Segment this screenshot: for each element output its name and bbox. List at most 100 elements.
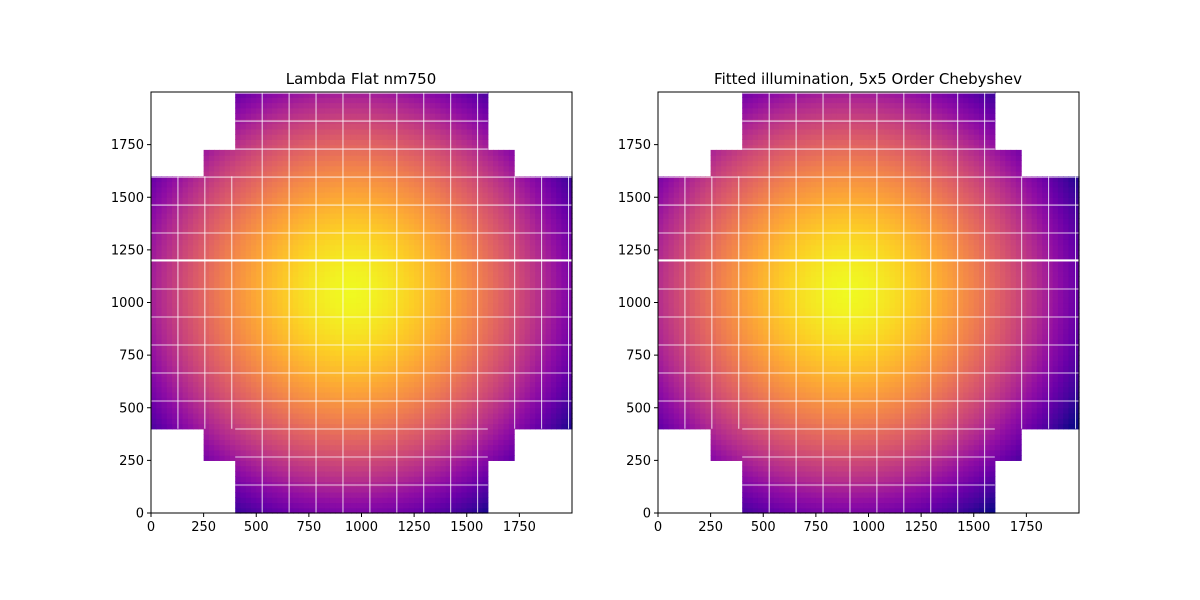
heat-cell	[250, 397, 257, 404]
heat-cell	[487, 213, 494, 219]
heat-cell	[493, 397, 499, 404]
heat-cell	[456, 176, 463, 183]
heat-cell	[245, 439, 252, 446]
heat-cell	[329, 470, 336, 477]
heat-cell	[377, 249, 384, 256]
heat-cell	[435, 460, 442, 467]
heat-cell	[508, 197, 515, 204]
heat-cell	[472, 234, 478, 240]
heat-cell	[408, 302, 415, 309]
heat-cell	[508, 265, 515, 272]
heat-cell	[161, 197, 168, 204]
heat-cell	[203, 186, 210, 193]
heat-cell	[272, 286, 278, 293]
heat-cell	[424, 170, 431, 177]
heat-cell	[361, 207, 368, 214]
heat-cell	[435, 97, 442, 104]
heat-cell	[393, 123, 399, 130]
heat-cell	[493, 391, 499, 398]
heat-cell	[419, 181, 426, 188]
heat-cell	[356, 407, 363, 414]
heat-cell	[329, 155, 336, 162]
heat-cell	[350, 244, 357, 251]
heat-cell	[508, 218, 515, 225]
heat-cell	[308, 397, 315, 404]
heat-cell	[214, 413, 221, 419]
heat-cell	[208, 418, 215, 425]
heat-cell	[224, 339, 231, 346]
heat-cell	[472, 281, 478, 288]
heat-cell	[403, 507, 410, 514]
heat-cell	[319, 418, 326, 425]
heat-cell	[382, 197, 389, 204]
heat-cell	[482, 134, 489, 140]
heat-cell	[424, 355, 431, 361]
heat-cell	[224, 444, 231, 451]
heat-cell	[482, 434, 489, 440]
heat-cell	[372, 455, 378, 461]
heat-cell	[498, 407, 505, 414]
heat-cell	[403, 502, 410, 509]
heat-cell	[308, 449, 315, 456]
heat-cell	[166, 328, 173, 335]
heat-cell	[335, 181, 342, 188]
heat-cell	[329, 423, 336, 430]
heat-cell	[298, 139, 305, 146]
heat-cell	[293, 323, 299, 330]
heat-cell	[361, 107, 368, 114]
heat-cell	[377, 228, 384, 235]
heat-cell	[224, 365, 231, 372]
heat-cell	[177, 339, 184, 346]
heat-cell	[393, 444, 399, 451]
heat-cell	[461, 302, 468, 309]
heat-cell	[287, 423, 294, 430]
heat-cell	[466, 160, 473, 167]
heat-cell	[308, 391, 315, 398]
heat-cell	[187, 234, 194, 240]
heat-cell	[319, 391, 326, 398]
heat-cell	[282, 186, 289, 193]
heat-cell	[172, 386, 178, 393]
heat-cell	[340, 307, 347, 314]
heat-cell	[466, 107, 473, 114]
heat-cell	[319, 439, 326, 446]
heat-cell	[151, 407, 157, 414]
heat-cell	[261, 376, 268, 383]
heat-cell	[429, 139, 436, 146]
heat-cell	[414, 186, 420, 193]
heat-cell	[361, 281, 368, 288]
heat-cell	[282, 465, 289, 472]
heat-cell	[440, 134, 447, 140]
heat-cell	[282, 397, 289, 404]
heat-cell	[208, 170, 215, 177]
heat-cell	[250, 349, 257, 356]
heat-cell	[419, 476, 426, 483]
heat-cell	[214, 218, 221, 225]
heat-cell	[387, 455, 394, 461]
heat-cell	[487, 391, 494, 398]
heat-cell	[429, 218, 436, 225]
heat-cell	[493, 255, 499, 261]
heat-cell	[466, 497, 473, 504]
heat-cell	[272, 92, 278, 98]
heat-cell	[214, 328, 221, 335]
heat-cell	[319, 413, 326, 419]
heat-cell	[277, 376, 284, 383]
heat-cell	[508, 418, 515, 425]
heat-cell	[266, 339, 273, 346]
heat-cell	[298, 123, 305, 130]
heat-cell	[393, 502, 399, 509]
heat-cell	[287, 334, 294, 340]
heat-cell	[456, 491, 463, 498]
heat-cell	[482, 123, 489, 130]
heat-cell	[393, 155, 399, 162]
heat-cell	[161, 249, 168, 256]
heat-cell	[224, 386, 231, 393]
heat-cell	[219, 455, 226, 461]
heat-cell	[261, 360, 268, 367]
heat-cell	[219, 355, 226, 361]
heat-cell	[414, 102, 420, 109]
heat-cell	[177, 402, 184, 409]
heat-cell	[361, 481, 368, 488]
heat-cell	[487, 239, 494, 246]
